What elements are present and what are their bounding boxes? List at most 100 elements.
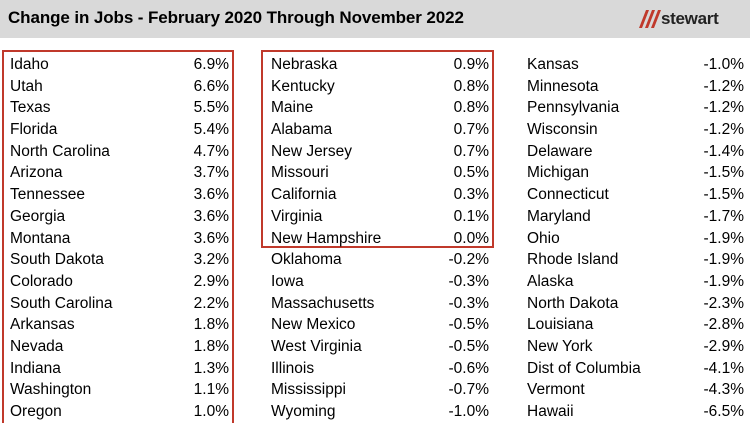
job-change-value: 0.8% [453,77,489,95]
stewart-logo: stewart [637,8,747,30]
table-row: California 0.3% [271,184,489,206]
job-change-value: -0.3% [448,294,490,312]
state-name: Kentucky [271,77,335,95]
table-row: Maine 0.8% [271,97,489,119]
state-name: Alabama [271,121,333,139]
table-row: Arkansas 1.8% [10,314,229,336]
job-change-value: -1.0% [703,56,745,73]
state-name: Delaware [527,142,593,160]
header-bar: Change in Jobs - February 2020 Through N… [0,0,750,38]
job-change-value: 3.6% [193,207,229,225]
table-row: Michigan -1.5% [527,162,744,184]
state-name: Idaho [10,56,49,73]
job-change-value: 0.7% [453,121,489,139]
job-change-value: -1.5% [703,164,745,182]
job-change-value: 1.0% [193,403,229,420]
page-title: Change in Jobs - February 2020 Through N… [8,8,464,27]
table-row: North Carolina 4.7% [10,141,229,163]
state-name: Montana [10,229,71,247]
table-row: Oregon 1.0% [10,401,229,423]
table-row: Massachusetts -0.3% [271,293,489,315]
job-change-value: 5.4% [193,121,229,139]
state-name: Minnesota [527,77,599,95]
state-name: Hawaii [527,403,574,420]
state-name: Indiana [10,359,61,377]
state-name: New Hampshire [271,229,382,247]
state-name: Kansas [527,56,579,73]
job-change-value: 0.5% [453,164,489,182]
state-name: Pennsylvania [527,99,620,117]
table-row: Dist of Columbia -4.1% [527,358,744,380]
table-row: Texas 5.5% [10,97,229,119]
table-row: Tennessee 3.6% [10,184,229,206]
table-row: Kentucky 0.8% [271,76,489,98]
table-row: Idaho 6.9% [10,54,229,76]
job-change-value: 0.8% [453,99,489,117]
table-row: New York -2.9% [527,336,744,358]
table-row: New Jersey 0.7% [271,141,489,163]
job-change-value: -0.3% [448,272,490,290]
table-row: Ohio -1.9% [527,228,744,250]
job-change-value: 3.7% [193,164,229,182]
table-row: New Hampshire 0.0% [271,228,489,250]
job-change-value: -1.7% [703,207,745,225]
column-2: Nebraska 0.9% Kentucky 0.8% Maine 0.8% Alabama… [271,54,489,423]
table-row: Wyoming -1.0% [271,401,489,423]
state-name: New Mexico [271,316,356,334]
job-change-value: -1.9% [703,251,745,269]
job-change-value: -1.5% [703,186,745,204]
job-change-value: -0.5% [448,316,490,334]
job-change-value: 1.1% [193,381,229,399]
state-name: Nevada [10,337,64,355]
job-change-value: 3.6% [193,229,229,247]
table-row: Connecticut -1.5% [527,184,744,206]
table-row: Arizona 3.7% [10,162,229,184]
state-name: Ohio [527,229,560,247]
table-row: Colorado 2.9% [10,271,229,293]
job-change-value: 0.3% [453,186,489,204]
state-name: Washington [10,381,92,399]
table-row: Mississippi -0.7% [271,379,489,401]
job-change-value: 1.8% [193,337,229,355]
table-row: Florida 5.4% [10,119,229,141]
table-row: New Mexico -0.5% [271,314,489,336]
state-name: Georgia [10,207,66,225]
table-row: Alaska -1.9% [527,271,744,293]
table-row: Vermont -4.3% [527,379,744,401]
job-change-value: -1.9% [703,272,745,290]
job-change-value: -0.2% [448,251,490,269]
highlight-box-top-states [2,50,234,423]
table-row: Nebraska 0.9% [271,54,489,76]
state-name: Louisiana [527,316,594,334]
state-name: Virginia [271,207,323,225]
table-row: Rhode Island -1.9% [527,249,744,271]
state-name: Utah [10,77,43,95]
job-change-value: 1.3% [193,359,229,377]
table-row: Minnesota -1.2% [527,76,744,98]
state-name: Missouri [271,164,329,182]
table-row: South Carolina 2.2% [10,293,229,315]
table-row: Missouri 0.5% [271,162,489,184]
table-row: Delaware -1.4% [527,141,744,163]
state-name: Illinois [271,359,315,377]
table-row: Nevada 1.8% [10,336,229,358]
state-name: Maryland [527,207,591,225]
state-name: North Dakota [527,294,619,312]
table-row: South Dakota 3.2% [10,249,229,271]
state-name: Mississippi [271,381,346,399]
job-change-value: -4.3% [703,381,745,399]
job-change-value: 6.9% [193,56,229,73]
state-name: Vermont [527,381,585,399]
table-row: Pennsylvania -1.2% [527,97,744,119]
job-change-value: 3.6% [193,186,229,204]
state-name: Massachusetts [271,294,375,312]
state-name: Oregon [10,403,62,420]
job-change-value: -0.5% [448,337,490,355]
state-name: Maine [271,99,314,117]
table-row: Illinois -0.6% [271,358,489,380]
job-change-value: -2.9% [703,337,745,355]
job-change-value: 5.5% [193,99,229,117]
job-change-value: -0.6% [448,359,490,377]
table-row: Washington 1.1% [10,379,229,401]
job-change-value: 0.7% [453,142,489,160]
